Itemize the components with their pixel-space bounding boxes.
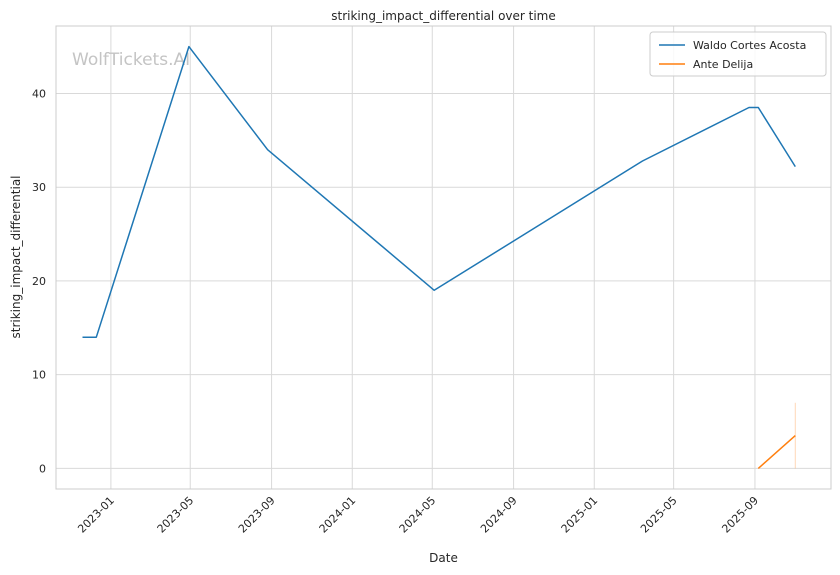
chart-title: striking_impact_differential over time [331, 9, 556, 23]
y-tick-labels: 0 10 20 30 40 [32, 87, 46, 475]
y-axis-label: striking_impact_differential [9, 175, 23, 338]
legend-entry: Waldo Cortes Acosta [693, 39, 806, 52]
legend: Waldo Cortes Acosta Ante Delija [649, 31, 827, 77]
series-line [757, 435, 796, 469]
series-layer [82, 45, 796, 469]
series-line [82, 45, 796, 338]
y-tick-label: 0 [39, 462, 46, 475]
legend-entry: Ante Delija [693, 58, 753, 71]
plot-area-frame [55, 25, 832, 490]
y-tick-label: 30 [32, 181, 46, 194]
y-tick-label: 20 [32, 275, 46, 288]
y-tick-label: 40 [32, 87, 46, 100]
watermark: WolfTickets.AI [72, 50, 190, 70]
x-gridlines [110, 26, 756, 489]
x-axis-label: Date [429, 551, 458, 565]
legend-box [649, 31, 827, 77]
y-gridlines [56, 92, 831, 469]
y-tick-label: 10 [32, 369, 46, 382]
